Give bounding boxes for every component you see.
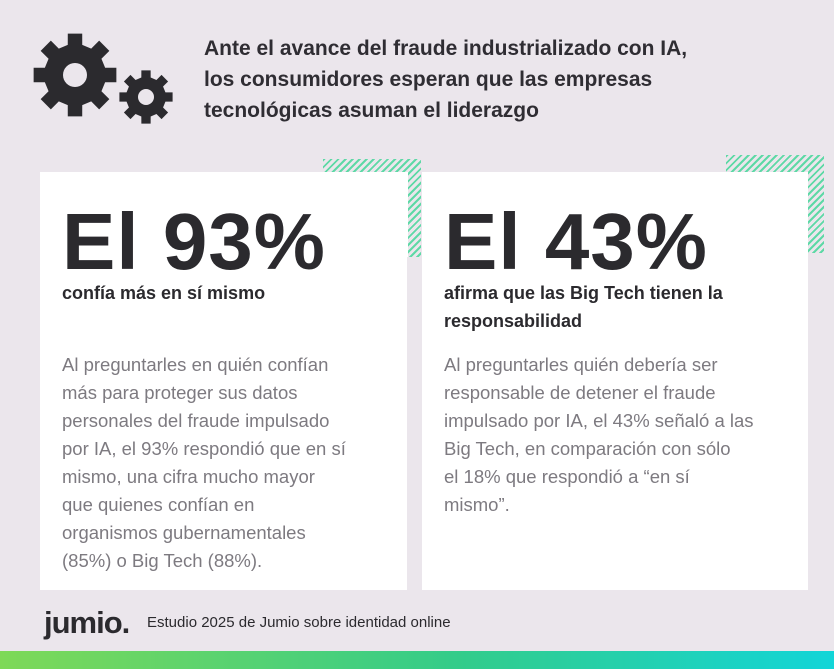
description-line: (85%) o Big Tech (88%). xyxy=(62,550,263,571)
description-line: organismos gubernamentales xyxy=(62,522,306,543)
stat-description: Al preguntarles quién debería ser respon… xyxy=(444,351,804,519)
description-line: mismo”. xyxy=(444,494,510,515)
headline: Ante el avance del fraude industrializad… xyxy=(204,33,814,126)
subtitle-line: afirma que las Big Tech tienen la xyxy=(444,283,723,303)
description-line: mismo, una cifra mucho mayor xyxy=(62,466,315,487)
stat-value: El 93% xyxy=(62,197,326,286)
description-line: más para proteger sus datos xyxy=(62,382,298,403)
study-caption: Estudio 2025 de Jumio sobre identidad on… xyxy=(147,614,451,631)
header: Ante el avance del fraude industrializad… xyxy=(0,0,834,150)
headline-line: los consumidores esperan que las empresa… xyxy=(204,68,653,91)
description-line: impulsado por IA, el 43% señaló a las xyxy=(444,410,754,431)
stat-description: Al preguntarles en quién confían más par… xyxy=(62,351,397,575)
subtitle-line: confía más en sí mismo xyxy=(62,283,266,303)
description-line: que quienes confían en xyxy=(62,494,255,515)
headline-line: tecnológicas asuman el liderazgo xyxy=(204,99,539,122)
description-line: por IA, el 93% respondió que en sí xyxy=(62,438,346,459)
description-line: Al preguntarles en quién confían xyxy=(62,354,329,375)
logo-dot: . xyxy=(121,605,131,640)
jumio-logo: jumio. xyxy=(44,603,131,643)
stat-card-big-tech: El 43% afirma que las Big Tech tienen la… xyxy=(422,172,808,590)
headline-line: Ante el avance del fraude industrializad… xyxy=(204,37,688,60)
subtitle-line: responsabilidad xyxy=(444,311,583,331)
stat-subtitle: confía más en sí mismo xyxy=(62,279,392,307)
description-line: personales del fraude impulsado xyxy=(62,410,330,431)
big-gear-icon xyxy=(33,33,117,117)
logo-text: jumio xyxy=(44,605,123,640)
footer: jumio. Estudio 2025 de Jumio sobre ident… xyxy=(0,600,834,650)
small-gear-icon xyxy=(119,70,173,124)
gradient-bar xyxy=(0,651,834,669)
gears-icon xyxy=(33,33,173,124)
stat-subtitle: afirma que las Big Tech tienen la respon… xyxy=(444,279,794,335)
description-line: responsable de detener el fraude xyxy=(444,382,716,403)
stat-card-self-trust: El 93% confía más en sí mismo Al pregunt… xyxy=(40,172,407,590)
description-line: el 18% que respondió a “en sí xyxy=(444,466,690,487)
description-line: Big Tech, en comparación con sólo xyxy=(444,438,731,459)
stat-value: El 43% xyxy=(444,197,708,286)
description-line: Al preguntarles quién debería ser xyxy=(444,354,718,375)
